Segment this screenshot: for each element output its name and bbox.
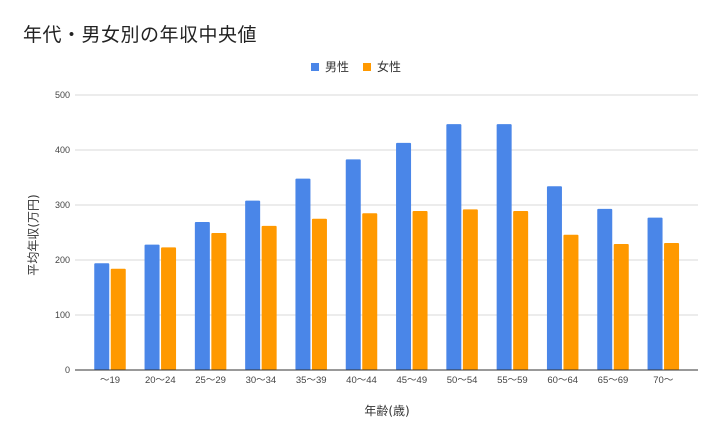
y-tick-label: 200: [55, 255, 70, 265]
legend-label-female: 女性: [377, 60, 402, 74]
bar-female: [261, 225, 277, 370]
bar-female: [412, 211, 428, 370]
bar-female: [563, 234, 579, 370]
bar-male: [194, 222, 210, 370]
bar-male: [446, 124, 462, 371]
x-tick-label: 70〜: [653, 375, 674, 386]
bar-male: [597, 208, 613, 370]
x-tick-label: 25〜29: [195, 375, 226, 386]
x-tick-label: 30〜34: [246, 375, 277, 386]
x-tick-label: 55〜59: [497, 375, 528, 386]
y-tick-label: 0: [65, 365, 70, 375]
bar-male: [245, 200, 261, 370]
bar-male: [396, 142, 412, 370]
x-tick-label: 45〜49: [396, 375, 427, 386]
x-tick-label: 60〜64: [547, 375, 578, 386]
bar-male: [94, 263, 110, 370]
legend-label-male: 男性: [325, 60, 350, 74]
bar-female: [613, 244, 629, 370]
bar-male: [345, 159, 361, 370]
bars: [94, 124, 680, 371]
bar-male: [647, 217, 663, 370]
legend-item-female: 女性: [363, 58, 401, 75]
x-tick-label: 20〜24: [145, 375, 176, 386]
legend-swatch-male: [311, 62, 319, 71]
legend-item-male: 男性: [311, 58, 349, 75]
x-tick-label: 40〜44: [346, 375, 377, 386]
bar-female: [513, 211, 529, 370]
x-tick-label: 35〜39: [296, 375, 327, 386]
y-tick-label: 500: [55, 90, 70, 100]
x-tick-label: 〜19: [100, 375, 120, 386]
bar-female: [211, 233, 227, 370]
bar-female: [110, 268, 126, 370]
chart-title: 年代・男女別の年収中央値: [23, 24, 258, 46]
gridlines: [75, 94, 698, 316]
bar-female: [362, 213, 378, 370]
y-tick-label: 300: [55, 200, 70, 210]
x-axis-title: 年齢(歳): [364, 404, 410, 418]
legend-swatch-female: [363, 62, 372, 71]
bar-male: [496, 124, 512, 371]
x-tick-label: 65〜69: [598, 375, 629, 386]
bar-female: [462, 209, 478, 370]
bar-male: [295, 178, 311, 370]
x-axis-ticks: 〜19 20〜24 25〜29 30〜34 35〜39 40〜44 45〜49 50〜54 55…: [100, 375, 674, 386]
bar-female: [161, 247, 177, 370]
x-tick-label: 50〜54: [447, 375, 478, 386]
bar-female: [311, 218, 327, 370]
bar-female: [664, 242, 680, 370]
legend: 男性 女性: [311, 58, 415, 75]
y-tick-label: 400: [55, 145, 70, 155]
y-axis-ticks: 0 100 200 300 400 500: [55, 90, 70, 375]
bar-male: [546, 186, 562, 370]
y-tick-label: 100: [55, 310, 70, 320]
bar-male: [144, 244, 160, 370]
